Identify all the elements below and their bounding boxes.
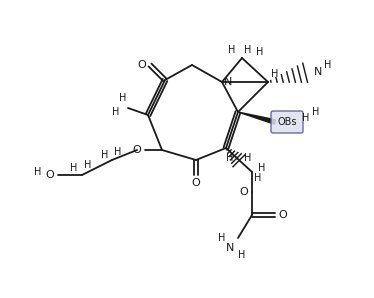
Text: O: O <box>279 210 287 220</box>
Text: O: O <box>133 145 141 155</box>
Text: H: H <box>34 167 42 177</box>
Text: N: N <box>226 243 234 253</box>
Text: H: H <box>254 173 262 183</box>
Text: O: O <box>191 178 200 188</box>
Text: H: H <box>238 250 246 260</box>
Text: O: O <box>240 187 248 197</box>
Text: H: H <box>112 107 120 117</box>
Text: H: H <box>244 45 252 55</box>
Text: H: H <box>271 69 279 79</box>
FancyBboxPatch shape <box>271 111 303 133</box>
Text: O: O <box>46 170 54 180</box>
Text: H: H <box>256 47 264 57</box>
Text: H: H <box>101 150 109 160</box>
Text: H: H <box>119 93 127 103</box>
Text: H: H <box>312 107 320 117</box>
Text: H: H <box>244 153 252 163</box>
Text: H: H <box>258 163 266 173</box>
Text: H: H <box>218 233 226 243</box>
Text: H: H <box>114 147 122 157</box>
Text: N: N <box>314 67 322 77</box>
Text: OBs: OBs <box>277 117 297 127</box>
Text: H: H <box>302 113 310 123</box>
Polygon shape <box>238 112 276 124</box>
Text: H: H <box>228 45 236 55</box>
Text: H: H <box>324 60 332 70</box>
Text: N: N <box>224 77 232 87</box>
Text: H: H <box>226 153 234 163</box>
Text: H: H <box>84 160 92 170</box>
Text: H: H <box>70 163 78 173</box>
Text: O: O <box>138 60 146 70</box>
